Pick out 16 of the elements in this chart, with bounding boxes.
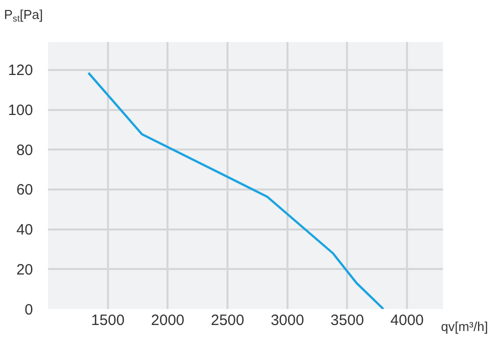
y-tick-label: 20 (16, 261, 33, 278)
y-tick-label: 0 (24, 301, 33, 318)
y-tick-label: 40 (16, 222, 33, 239)
line-series (87, 72, 384, 309)
x-tick-label: 3500 (330, 312, 364, 329)
y-tick-label: 80 (16, 142, 33, 159)
x-tick-label: 4000 (390, 312, 424, 329)
y-axis-title: P$_{st}$[Pa] (4, 7, 43, 24)
x-axis-title: qv[m³/h] (441, 319, 488, 334)
x-tick-label: 2500 (210, 312, 244, 329)
y-tick-label: 60 (16, 182, 33, 199)
x-tick-label: 2000 (151, 312, 184, 329)
y-tick-label: 100 (8, 102, 33, 119)
x-tick-label: 1500 (91, 312, 125, 329)
x-tick-label: 3000 (270, 312, 304, 329)
y-tick-label: 120 (8, 62, 33, 80)
